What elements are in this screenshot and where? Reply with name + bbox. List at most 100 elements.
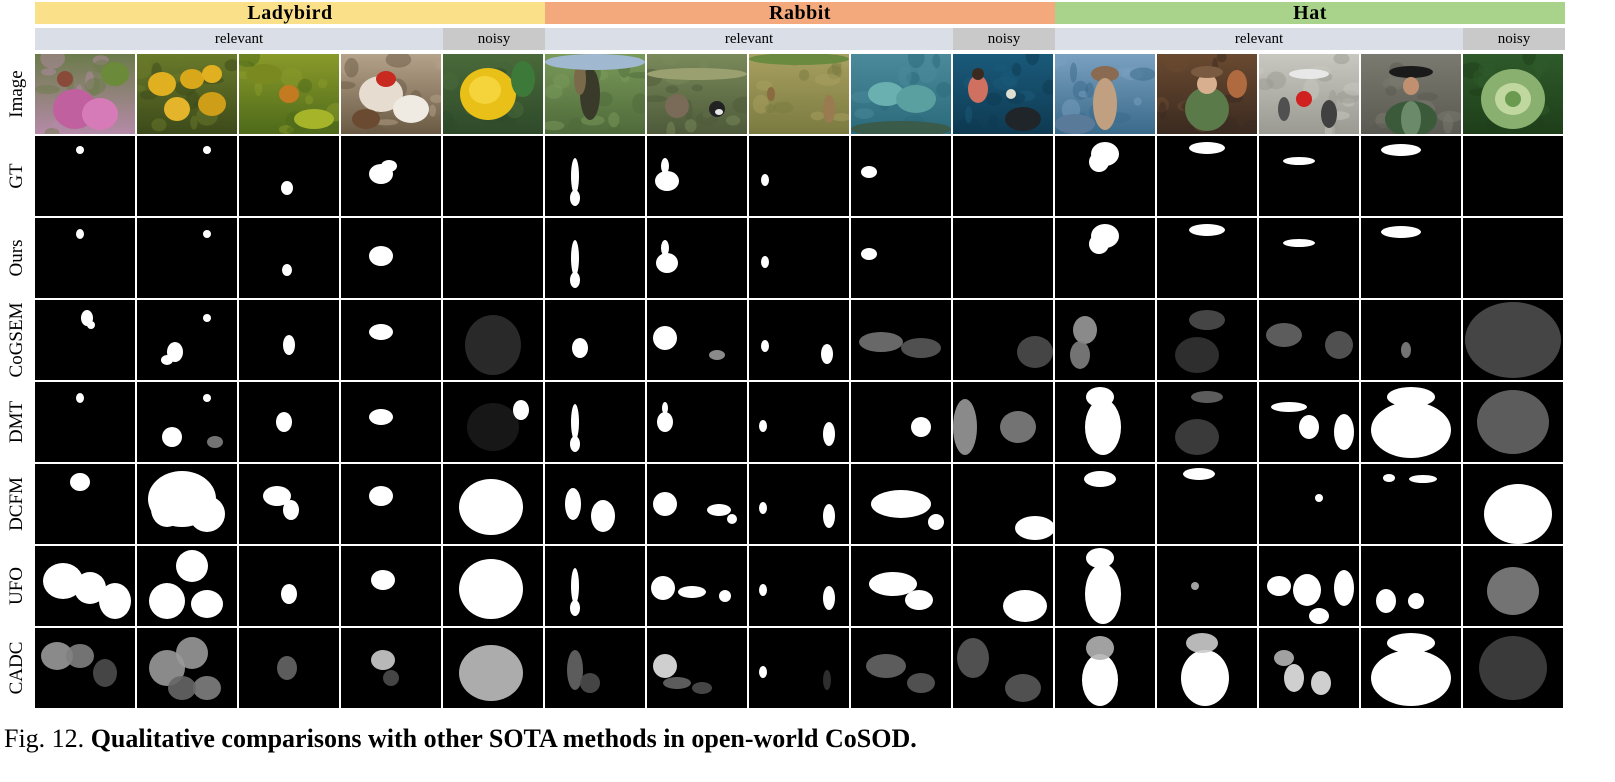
cogsem-prediction-mask-cabbage [1463,300,1563,380]
image-image-rabbit-magpie [647,54,747,134]
subheader-noisy: noisy [443,28,545,50]
ufo-prediction-mask-thistle-ladybird [341,546,441,626]
cogsem-prediction-mask-cowboy-lake [1055,300,1155,380]
group-header-rabbit: Rabbit [545,2,1055,24]
subheader-noisy: noisy [953,28,1055,50]
ufo-prediction-mask-runners [1259,546,1359,626]
ufo-prediction-mask-rabbit-field [749,546,849,626]
cadc-prediction-mask-cabbage [1463,628,1563,708]
dcfm-prediction-mask-rabbit-cattle [851,464,951,544]
image-image-woman-hat [1157,54,1257,134]
subheader-relevant: relevant [1055,28,1463,50]
gt-gt-mask-cowboy-lake [1055,136,1155,216]
image-image-person-seal [953,54,1053,134]
subheader-row: relevant noisy relevant noisy relevant n… [35,28,1565,50]
dcfm-prediction-mask-yellow-flowers-ladybird [137,464,237,544]
cadc-prediction-mask-ladybird-on-plant [239,628,339,708]
row-label-ufo: UFO [0,546,34,626]
ufo-prediction-mask-hunter-rabbit [545,546,645,626]
cadc-prediction-mask-hunter-rabbit [545,628,645,708]
ours-prediction-mask-cabbage [1463,218,1563,298]
ours-prediction-mask-woman-hat [1157,218,1257,298]
ours-prediction-mask-flower-ladybird [35,218,135,298]
caption-text: Qualitative comparisons with other SOTA … [90,724,917,753]
cogsem-prediction-mask-runners [1259,300,1359,380]
dmt-prediction-mask-lemon [443,382,543,462]
cadc-prediction-mask-flower-ladybird [35,628,135,708]
cadc-prediction-mask-rabbit-magpie [647,628,747,708]
row-label-cadc: CADC [0,628,34,708]
gt-gt-mask-yellow-flowers-ladybird [137,136,237,216]
image-image-cabbage [1463,54,1563,134]
dcfm-prediction-mask-woman-hat [1157,464,1257,544]
ours-prediction-mask-hunter-rabbit [545,218,645,298]
group-header-ladybird: Ladybird [35,2,545,24]
ours-prediction-mask-lemon [443,218,543,298]
row-label-text: DMT [6,400,27,444]
dmt-prediction-mask-rabbit-cattle [851,382,951,462]
image-image-cowboy-lake [1055,54,1155,134]
row-label-cogsem: CoGSEM [0,300,34,380]
cadc-prediction-mask-man-hat [1361,628,1461,708]
group-header-hat: Hat [1055,2,1565,24]
ufo-prediction-mask-rabbit-magpie [647,546,747,626]
gt-gt-mask-rabbit-magpie [647,136,747,216]
row-label-text: GT [6,163,27,189]
dmt-prediction-mask-man-hat [1361,382,1461,462]
cogsem-prediction-mask-yellow-flowers-ladybird [137,300,237,380]
gt-gt-mask-woman-hat [1157,136,1257,216]
image-image-man-hat [1361,54,1461,134]
dmt-prediction-mask-woman-hat [1157,382,1257,462]
ours-prediction-mask-cowboy-lake [1055,218,1155,298]
subheader-relevant: relevant [35,28,443,50]
dcfm-prediction-mask-cowboy-lake [1055,464,1155,544]
cogsem-prediction-mask-ladybird-on-plant [239,300,339,380]
ours-prediction-mask-ladybird-on-plant [239,218,339,298]
dcfm-prediction-mask-thistle-ladybird [341,464,441,544]
ufo-prediction-mask-lemon [443,546,543,626]
cadc-prediction-mask-rabbit-field [749,628,849,708]
cogsem-prediction-mask-lemon [443,300,543,380]
cogsem-prediction-mask-man-hat [1361,300,1461,380]
dmt-prediction-mask-rabbit-magpie [647,382,747,462]
dmt-prediction-mask-cabbage [1463,382,1563,462]
ufo-prediction-mask-person-seal [953,546,1053,626]
ufo-prediction-mask-yellow-flowers-ladybird [137,546,237,626]
ours-prediction-mask-rabbit-field [749,218,849,298]
dmt-prediction-mask-flower-ladybird [35,382,135,462]
cadc-prediction-mask-thistle-ladybird [341,628,441,708]
ours-prediction-mask-man-hat [1361,218,1461,298]
gt-gt-mask-rabbit-field [749,136,849,216]
cadc-prediction-mask-rabbit-cattle [851,628,951,708]
cadc-prediction-mask-runners [1259,628,1359,708]
ours-prediction-mask-rabbit-magpie [647,218,747,298]
cadc-prediction-mask-woman-hat [1157,628,1257,708]
cogsem-prediction-mask-rabbit-magpie [647,300,747,380]
subheader-noisy: noisy [1463,28,1565,50]
dmt-prediction-mask-cowboy-lake [1055,382,1155,462]
image-image-lemon [443,54,543,134]
row-label-dcfm: DCFM [0,464,34,544]
cadc-prediction-mask-cowboy-lake [1055,628,1155,708]
gt-gt-mask-cabbage [1463,136,1563,216]
row-label-gt: GT [0,136,34,216]
dcfm-prediction-mask-rabbit-field [749,464,849,544]
gt-gt-mask-lemon [443,136,543,216]
gt-gt-mask-flower-ladybird [35,136,135,216]
image-image-rabbit-field [749,54,849,134]
cogsem-prediction-mask-hunter-rabbit [545,300,645,380]
cadc-prediction-mask-yellow-flowers-ladybird [137,628,237,708]
group-header-row: Ladybird Rabbit Hat [35,2,1565,24]
ours-prediction-mask-runners [1259,218,1359,298]
dmt-prediction-mask-hunter-rabbit [545,382,645,462]
dcfm-prediction-mask-rabbit-magpie [647,464,747,544]
cadc-prediction-mask-person-seal [953,628,1053,708]
row-label-text: DCFM [6,477,27,531]
ufo-prediction-mask-flower-ladybird [35,546,135,626]
dmt-prediction-mask-rabbit-field [749,382,849,462]
row-label-text: Image [6,70,27,118]
caption-prefix: Fig. 12. [4,724,85,753]
row-label-text: Ours [6,239,27,277]
cogsem-prediction-mask-rabbit-cattle [851,300,951,380]
image-image-rabbit-cattle [851,54,951,134]
